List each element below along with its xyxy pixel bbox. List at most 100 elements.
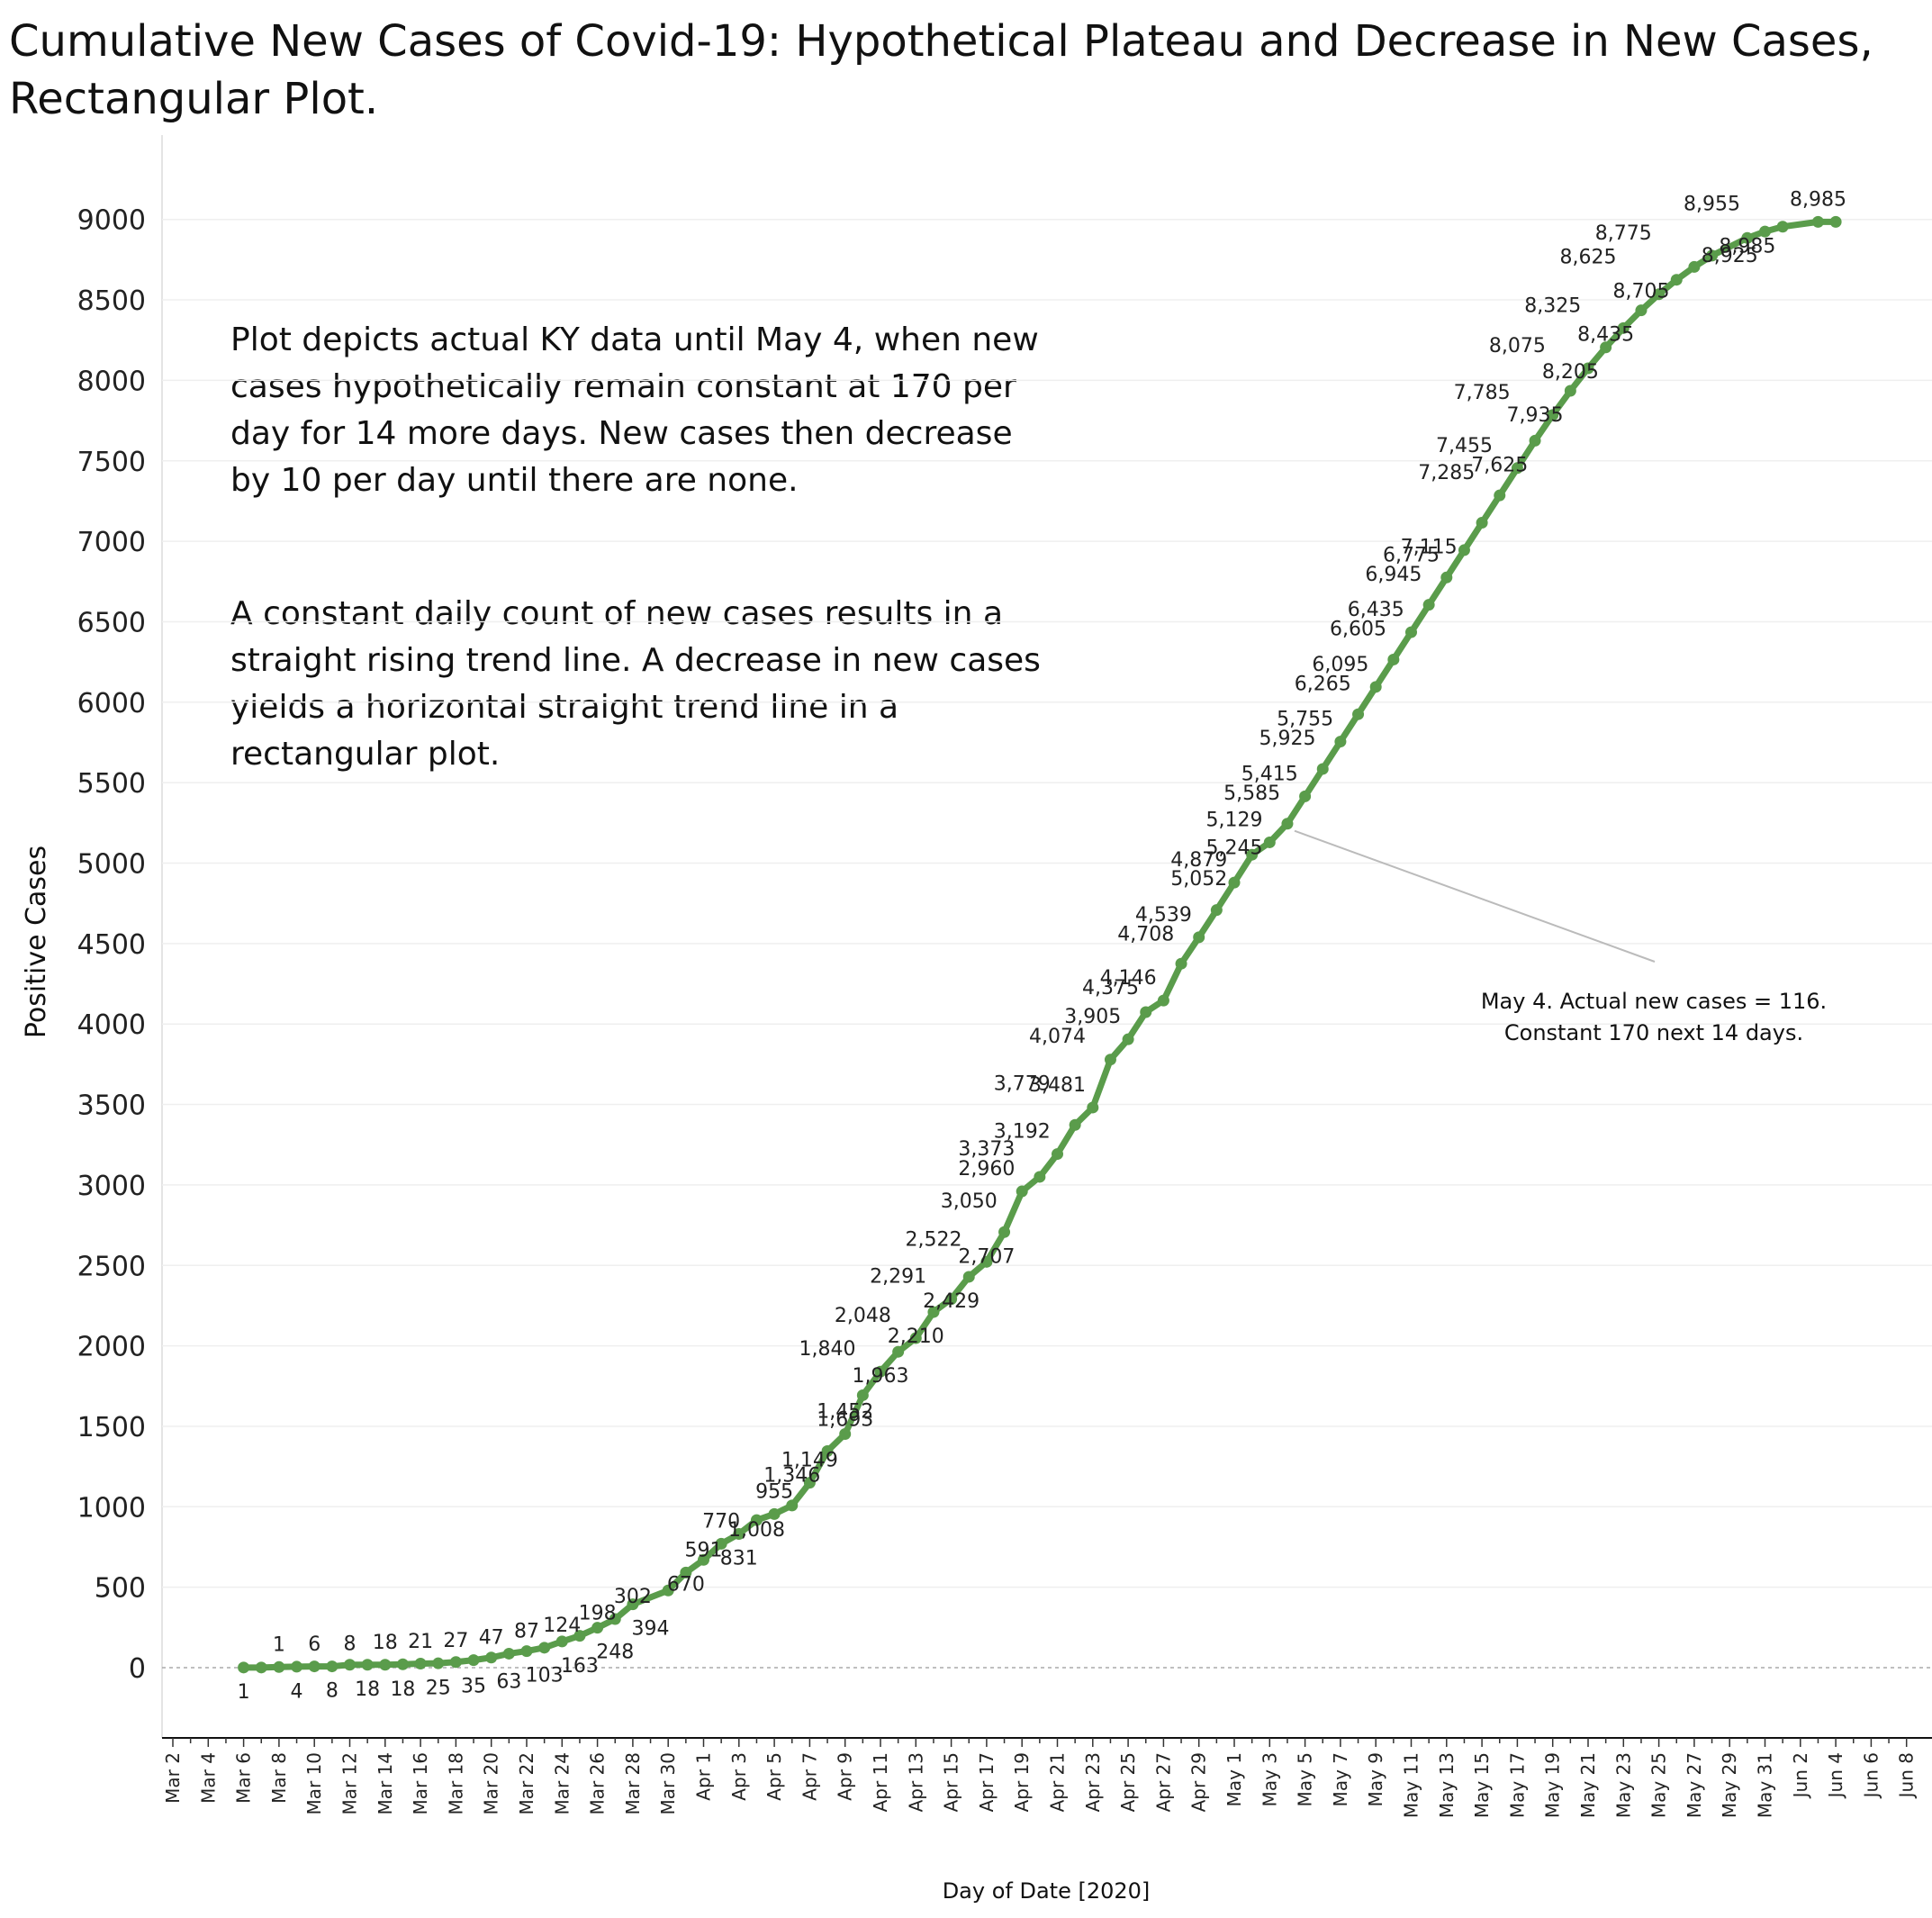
data-point xyxy=(1494,489,1506,502)
data-label: 8 xyxy=(326,1680,339,1703)
annotation-line-2: Constant 170 next 14 days. xyxy=(1504,1020,1803,1045)
y-tick-label: 4500 xyxy=(77,929,146,961)
x-tick-label: Apr 11 xyxy=(870,1752,891,1812)
data-label: 1,452 xyxy=(817,1401,873,1424)
chart-title: Cumulative New Cases of Covid-19: Hypoth… xyxy=(9,13,1900,128)
data-label: 63 xyxy=(496,1671,521,1694)
data-label: 1,693 xyxy=(817,1408,873,1431)
data-label: 3,050 xyxy=(941,1190,998,1213)
data-label: 6,095 xyxy=(1312,654,1368,676)
data-point xyxy=(379,1659,392,1671)
data-label: 1,963 xyxy=(853,1365,909,1388)
data-label: 4,539 xyxy=(1135,904,1192,927)
data-label: 248 xyxy=(596,1642,634,1664)
data-label: 955 xyxy=(755,1480,793,1503)
x-tick-label: May 25 xyxy=(1648,1752,1670,1818)
x-axis-label: Day of Date [2020] xyxy=(943,1878,1151,1904)
chart-title-line-2: Rectangular Plot. xyxy=(9,74,379,124)
data-point xyxy=(1440,571,1453,584)
y-tick-label: 6500 xyxy=(77,607,146,638)
x-tick-label: Jun 4 xyxy=(1825,1752,1846,1799)
data-point xyxy=(573,1630,586,1642)
x-tick-label: Mar 10 xyxy=(303,1752,325,1815)
data-label: 5,585 xyxy=(1223,783,1280,805)
y-tick-label: 8500 xyxy=(77,285,146,317)
data-point xyxy=(1122,1033,1134,1045)
data-point xyxy=(414,1658,427,1670)
x-tick-label: Mar 14 xyxy=(375,1752,396,1815)
data-label: 770 xyxy=(702,1510,740,1533)
data-label: 6,435 xyxy=(1348,599,1404,621)
data-point xyxy=(1387,653,1400,665)
data-label: 7,785 xyxy=(1454,382,1511,404)
data-label: 1 xyxy=(273,1633,285,1656)
x-tick-label: Jun 2 xyxy=(1790,1752,1811,1799)
x-tick-label: Mar 28 xyxy=(622,1752,644,1815)
y-tick-label: 3500 xyxy=(77,1090,146,1122)
data-label: 8,775 xyxy=(1595,222,1652,245)
data-point xyxy=(502,1647,515,1660)
y-tick-label: 0 xyxy=(129,1653,146,1685)
data-label: 3,373 xyxy=(958,1138,1015,1161)
data-label: 5,755 xyxy=(1277,709,1333,731)
x-tick-label: Mar 26 xyxy=(587,1752,609,1815)
data-label: 6 xyxy=(308,1633,320,1656)
data-point xyxy=(1334,736,1347,748)
data-label: 3,905 xyxy=(1064,1006,1121,1028)
data-point xyxy=(927,1306,940,1318)
x-tick-label: Mar 8 xyxy=(268,1752,290,1804)
y-axis-label: Positive Cases xyxy=(21,846,52,1038)
data-label: 4,074 xyxy=(1029,1026,1086,1048)
data-point xyxy=(485,1651,498,1664)
x-tick-label: May 13 xyxy=(1436,1752,1458,1818)
data-point xyxy=(1635,304,1648,317)
data-point xyxy=(1617,321,1630,334)
data-label: 18 xyxy=(390,1678,415,1701)
data-point xyxy=(555,1635,568,1648)
data-point xyxy=(520,1645,533,1658)
data-point xyxy=(680,1566,692,1579)
data-label: 831 xyxy=(720,1548,758,1570)
data-point xyxy=(962,1271,975,1283)
x-tick-label: Mar 2 xyxy=(162,1752,184,1804)
x-tick-label: Apr 27 xyxy=(1152,1752,1174,1812)
data-point xyxy=(326,1660,339,1673)
data-label: 3,779 xyxy=(994,1073,1051,1096)
data-label: 1,008 xyxy=(728,1519,785,1542)
x-tick-label: Apr 17 xyxy=(976,1752,998,1812)
y-tick-label: 7000 xyxy=(77,527,146,558)
data-point xyxy=(1352,708,1365,720)
data-label: 591 xyxy=(685,1539,723,1561)
data-point xyxy=(1281,818,1294,830)
x-tick-label: May 29 xyxy=(1719,1752,1740,1818)
data-point xyxy=(768,1507,781,1520)
data-point xyxy=(856,1389,869,1401)
data-label: 4,146 xyxy=(1100,967,1157,990)
x-tick-label: Apr 23 xyxy=(1082,1752,1104,1812)
x-tick-label: Mar 4 xyxy=(197,1752,219,1804)
data-label: 8,075 xyxy=(1489,335,1546,357)
data-label: 3,192 xyxy=(994,1121,1051,1144)
data-label: 2,429 xyxy=(923,1290,980,1313)
data-label: 7,285 xyxy=(1418,462,1475,484)
data-point xyxy=(1016,1185,1028,1198)
x-tick-label: May 11 xyxy=(1401,1752,1422,1818)
data-label: 1,840 xyxy=(799,1338,856,1361)
data-label: 124 xyxy=(543,1615,581,1637)
data-label: 198 xyxy=(579,1603,617,1625)
x-tick-label: May 19 xyxy=(1542,1752,1564,1818)
data-point xyxy=(874,1365,887,1378)
data-point xyxy=(344,1659,356,1671)
data-point xyxy=(1582,362,1594,375)
y-tick-label: 5000 xyxy=(77,849,146,881)
data-label: 4,375 xyxy=(1082,977,1139,1000)
data-point xyxy=(821,1444,834,1457)
data-point xyxy=(1087,1101,1099,1114)
data-label: 8,205 xyxy=(1542,361,1599,384)
data-point xyxy=(361,1659,374,1671)
data-point xyxy=(1829,215,1842,228)
data-label: 6,265 xyxy=(1295,673,1351,695)
data-point xyxy=(909,1332,922,1344)
data-point xyxy=(1052,1148,1063,1161)
data-label: 8,435 xyxy=(1577,324,1634,347)
